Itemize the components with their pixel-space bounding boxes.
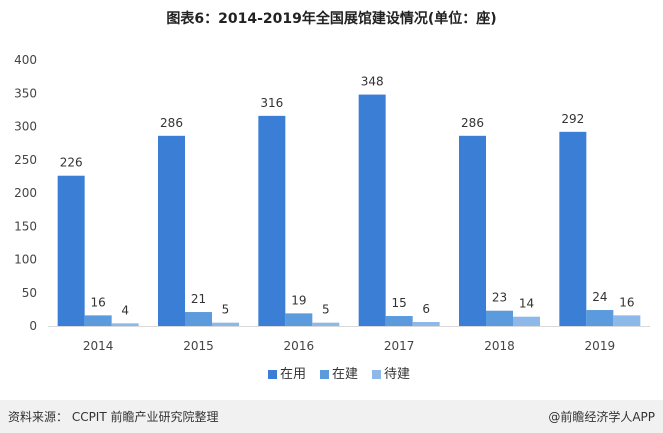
bar [459,135,486,326]
bar-value-label: 5 [222,303,230,317]
bar-value-label: 348 [361,75,384,89]
y-tick-label: 250 [14,153,37,167]
bar-chart: 0 50 100 150 200 250 300 350 400 226 16 4 2014 286 21 5… [14,53,650,382]
bar [358,94,386,326]
bar [285,313,313,326]
bar-value-label: 16 [91,295,106,309]
bar [613,315,641,326]
y-tick-label: 400 [14,53,37,67]
bar-value-label: 19 [291,293,306,307]
bar [385,316,413,326]
x-tick-label: 2015 [183,339,214,353]
legend-label: 在用 [280,367,306,382]
y-tick-label: 150 [14,219,37,233]
bar [84,315,112,326]
y-tick-label: 200 [14,186,37,200]
bar [486,310,513,326]
bar-value-label: 24 [592,290,607,304]
x-tick-label: 2017 [384,339,415,353]
y-tick-label: 0 [29,319,37,333]
bar [212,322,239,326]
bar-value-label: 16 [619,295,634,309]
bar-value-label: 6 [422,302,430,316]
legend-label: 待建 [384,367,410,382]
y-tick-label: 100 [14,253,37,267]
x-tick-label: 2019 [585,339,616,353]
bar-value-label: 226 [60,156,83,170]
bar-value-label: 21 [191,292,206,306]
bar-value-label: 316 [260,96,283,110]
x-tick-label: 2018 [484,339,515,353]
bar [185,312,212,326]
brand-credit: @前瞻经济学人APP [548,410,655,424]
legend-swatch [268,370,277,379]
y-tick-label: 300 [14,120,37,134]
bar-value-label: 286 [461,116,484,130]
legend-swatch [320,370,329,379]
bar [258,115,286,326]
bar [312,322,340,326]
bar [559,131,587,326]
bar [412,322,440,326]
bar [158,135,185,326]
y-tick-label: 350 [14,86,37,100]
bar [513,316,540,326]
chart-title: 图表6：2014-2019年全国展馆建设情况(单位：座) [166,11,497,27]
bar-value-label: 286 [160,116,183,130]
bar-value-label: 292 [561,112,584,126]
bar [111,323,139,326]
source-note: 资料来源： CCPIT 前瞻产业研究院整理 [8,410,219,424]
footer: 资料来源： CCPIT 前瞻产业研究院整理 @前瞻经济学人APP [0,400,663,433]
legend-label: 在建 [332,367,358,382]
bar-value-label: 5 [322,303,330,317]
bar-value-label: 4 [121,303,129,317]
bar-value-label: 15 [392,296,407,310]
y-tick-label: 50 [22,286,37,300]
bar-value-label: 14 [519,297,534,311]
bar [586,310,614,326]
x-tick-label: 2014 [83,339,114,353]
x-tick-label: 2016 [284,339,315,353]
bar-value-label: 23 [492,291,507,305]
bar [57,175,85,326]
legend-swatch [372,370,381,379]
